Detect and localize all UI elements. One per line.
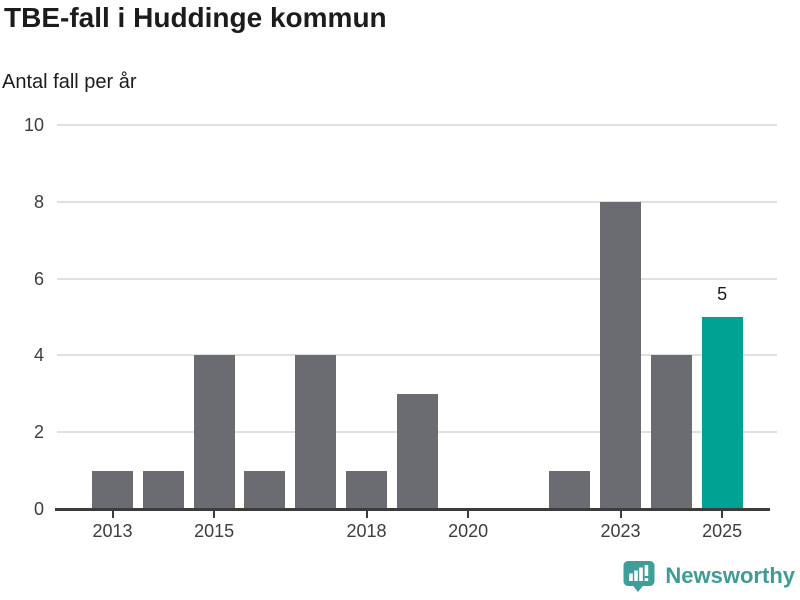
x-axis-label-2020: 2020 [448, 521, 489, 541]
x-axis-label-2023: 2023 [600, 521, 641, 541]
x-tick-2023 [619, 511, 622, 518]
chart-subtitle: Antal fall per år [2, 71, 137, 93]
gridline-10 [57, 124, 777, 126]
x-axis-label-2018: 2018 [346, 521, 387, 541]
y-axis-label-10: 10 [23, 115, 44, 135]
bar-2017 [295, 355, 337, 509]
bar-2025 [701, 317, 743, 509]
y-axis-label-4: 4 [33, 345, 44, 366]
bar-2023 [600, 201, 641, 509]
x-axis-label-2025: 2025 [702, 521, 743, 541]
bar-chart-speech-bubble-icon [623, 561, 655, 592]
gridline-4 [57, 354, 777, 357]
gridline-8 [57, 200, 777, 203]
bar-2013 [92, 470, 133, 509]
y-axis-label-8: 8 [33, 191, 44, 212]
gridline-6 [57, 277, 777, 280]
newsworthy-logo-text: Newsworthy [665, 563, 795, 588]
bar-2019 [396, 393, 438, 509]
bar-2022 [549, 470, 591, 509]
x-tick-2025 [721, 511, 724, 518]
x-axis-line [55, 508, 770, 511]
bar-2015 [193, 355, 235, 509]
x-axis-label-2013: 2013 [92, 521, 133, 541]
y-axis-label-6: 6 [33, 268, 44, 289]
bar-2016 [244, 470, 286, 509]
y-axis-label-0: 0 [33, 499, 44, 519]
bar-2014 [142, 470, 184, 509]
bar-2018 [346, 470, 387, 509]
highlight-value-label: 5 [717, 284, 728, 304]
chart-title: TBE-fall i Huddinge kommun [4, 2, 387, 33]
x-tick-2015 [213, 511, 216, 518]
bar-chart-plot: 0 2 4 6 8 10 5 2013 2015 2018 2020 2023 2025 [23, 115, 777, 541]
bar-2024 [650, 355, 692, 509]
x-tick-2020 [467, 511, 470, 518]
x-axis-label-2015: 2015 [194, 521, 235, 541]
newsworthy-logo: Newsworthy [622, 559, 795, 593]
y-axis-label-2: 2 [33, 422, 44, 443]
x-tick-2013 [111, 511, 114, 518]
x-tick-2018 [365, 511, 368, 518]
